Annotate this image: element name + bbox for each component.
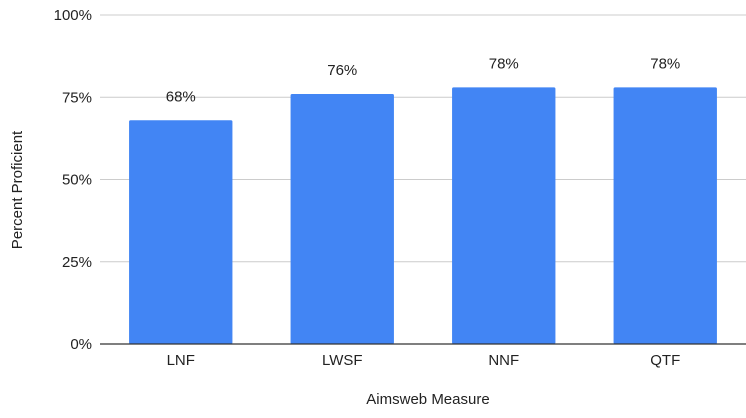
y-tick-label: 25% xyxy=(62,254,92,271)
bars xyxy=(129,87,717,345)
y-axis-ticks: 0% 25% 50% 75% 100% xyxy=(54,7,92,353)
y-axis-label: Percent Proficient xyxy=(9,130,26,249)
bar-nnf xyxy=(452,87,556,344)
y-tick-label: 100% xyxy=(54,7,92,24)
data-labels: 68% 76% 78% 78% xyxy=(166,55,681,105)
data-label-lwsf: 76% xyxy=(327,62,357,79)
bar-qtf xyxy=(613,87,717,344)
data-label-lnf: 68% xyxy=(166,88,196,105)
data-label-nnf: 78% xyxy=(489,55,519,72)
x-tick-label: NNF xyxy=(488,352,519,369)
y-tick-label: 0% xyxy=(70,336,92,353)
data-label-qtf: 78% xyxy=(650,55,680,72)
bar-lwsf xyxy=(290,93,394,345)
y-tick-label: 75% xyxy=(62,89,92,106)
bar-lnf xyxy=(129,120,233,344)
x-axis-ticks: LNF LWSF NNF QTF xyxy=(167,352,681,369)
y-tick-label: 50% xyxy=(62,172,92,189)
x-tick-label: LWSF xyxy=(322,352,363,369)
x-tick-label: LNF xyxy=(167,352,195,369)
x-axis-label: Aimsweb Measure xyxy=(366,391,489,408)
x-tick-label: QTF xyxy=(650,352,680,369)
